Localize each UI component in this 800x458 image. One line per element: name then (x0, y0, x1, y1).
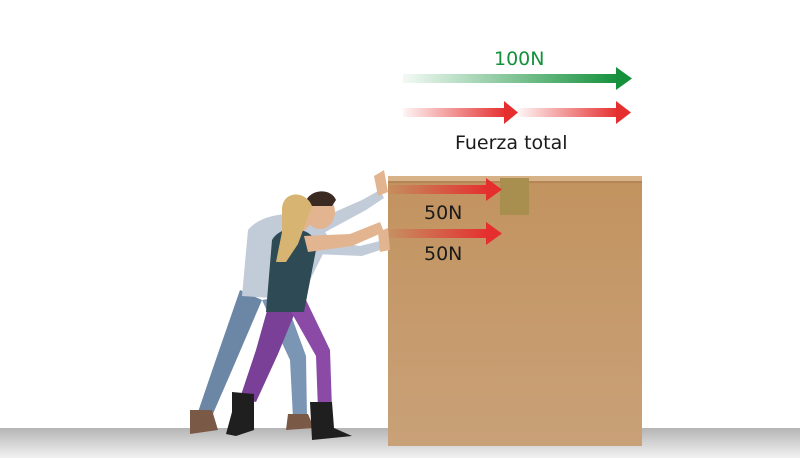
sum-force-arrow-1 (403, 101, 518, 124)
total-force-value: 100N (494, 48, 545, 70)
man-pushing-figure (190, 170, 390, 434)
force-label-2: 50N (424, 243, 463, 265)
total-force-arrow (403, 67, 632, 90)
force-label-1: 50N (424, 202, 463, 224)
force-arrow-1 (388, 178, 502, 201)
sum-force-arrow-2 (518, 101, 631, 124)
cardboard-box (388, 176, 642, 446)
box-tape (500, 178, 529, 215)
total-force-caption: Fuerza total (455, 132, 568, 154)
force-arrow-2 (388, 222, 502, 245)
woman-pushing-figure (226, 194, 384, 440)
